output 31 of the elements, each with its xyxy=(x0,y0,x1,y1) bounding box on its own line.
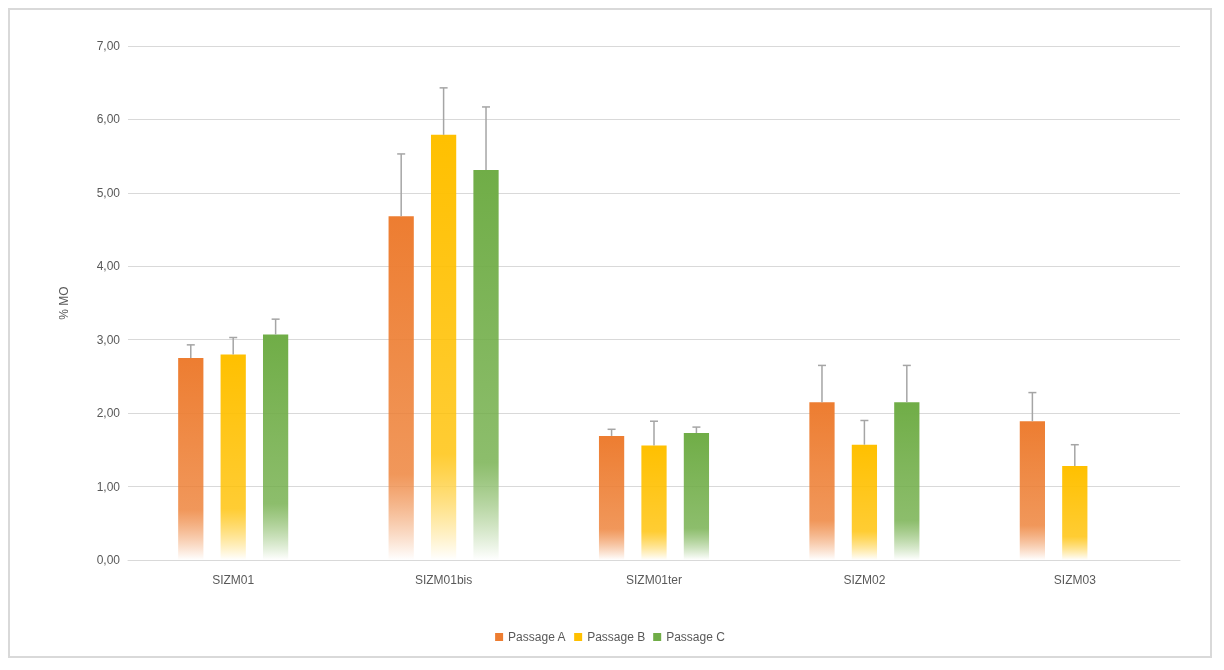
bar xyxy=(1019,421,1046,560)
y-tick-label: 7,00 xyxy=(96,39,121,53)
x-tick-label: SIZM02 xyxy=(843,573,886,587)
legend-label: Passage C xyxy=(666,630,726,644)
y-tick-label: 5,00 xyxy=(96,185,121,200)
bar xyxy=(388,216,414,560)
y-tick-label: 6,00 xyxy=(96,112,121,127)
bar xyxy=(598,435,625,560)
x-tick-label: SIZM01bis xyxy=(414,573,473,587)
bar xyxy=(430,134,457,560)
legend-label: Passage A xyxy=(508,630,566,644)
y-tick-label: 1,00 xyxy=(96,479,121,494)
bar xyxy=(809,402,835,560)
bar xyxy=(851,444,878,560)
legend-label: Passage B xyxy=(587,630,646,644)
bar xyxy=(220,354,246,560)
y-tick-label: 4,00 xyxy=(96,259,121,274)
bar xyxy=(894,402,920,560)
x-tick-label: SIZM01 xyxy=(212,573,255,587)
x-tick-label: SIZM01ter xyxy=(625,573,683,587)
bar xyxy=(178,358,204,560)
y-tick-label: 3,00 xyxy=(96,332,121,347)
bar xyxy=(683,432,710,560)
y-axis-title: % MO xyxy=(57,286,71,320)
y-tick-label: 0,00 xyxy=(96,553,121,567)
bar xyxy=(473,170,499,560)
bar xyxy=(1062,466,1088,560)
bar xyxy=(641,445,667,560)
bar xyxy=(262,334,289,560)
x-tick-label: SIZM03 xyxy=(1053,573,1097,587)
y-tick-label: 2,00 xyxy=(96,406,121,421)
